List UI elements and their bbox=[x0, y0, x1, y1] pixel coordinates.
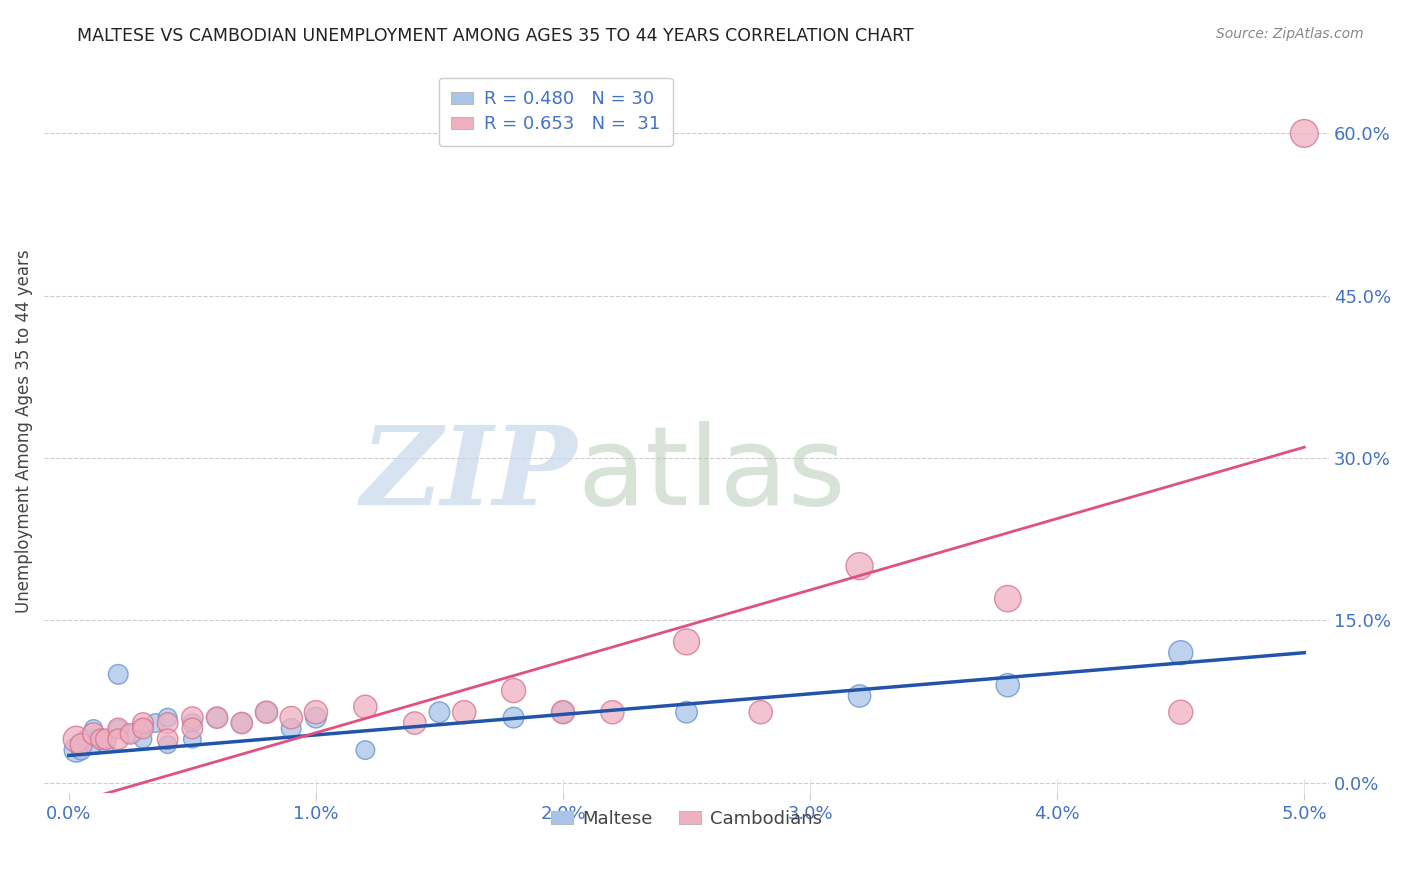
Point bbox=[83, 722, 105, 736]
Point bbox=[94, 738, 117, 752]
Point bbox=[107, 722, 129, 736]
Point bbox=[1170, 646, 1192, 660]
Point bbox=[453, 705, 475, 719]
Point bbox=[132, 716, 155, 731]
Point bbox=[848, 689, 870, 703]
Point bbox=[1170, 705, 1192, 719]
Point bbox=[305, 711, 328, 725]
Point bbox=[70, 743, 93, 757]
Point bbox=[848, 559, 870, 574]
Point bbox=[205, 711, 228, 725]
Point bbox=[997, 591, 1019, 606]
Point bbox=[107, 667, 129, 681]
Point bbox=[132, 722, 155, 736]
Point bbox=[280, 722, 302, 736]
Point bbox=[181, 732, 204, 747]
Text: ZIP: ZIP bbox=[361, 421, 578, 528]
Point bbox=[90, 732, 112, 747]
Point bbox=[404, 716, 426, 731]
Point bbox=[94, 732, 117, 747]
Point bbox=[156, 732, 179, 747]
Point bbox=[354, 743, 377, 757]
Point bbox=[156, 738, 179, 752]
Point bbox=[675, 705, 697, 719]
Point bbox=[231, 716, 253, 731]
Point bbox=[602, 705, 624, 719]
Point bbox=[256, 705, 278, 719]
Point bbox=[65, 743, 87, 757]
Text: MALTESE VS CAMBODIAN UNEMPLOYMENT AMONG AGES 35 TO 44 YEARS CORRELATION CHART: MALTESE VS CAMBODIAN UNEMPLOYMENT AMONG … bbox=[77, 27, 914, 45]
Point bbox=[502, 711, 524, 725]
Point bbox=[502, 683, 524, 698]
Point bbox=[354, 699, 377, 714]
Point bbox=[83, 738, 105, 752]
Point bbox=[997, 678, 1019, 692]
Point bbox=[305, 705, 328, 719]
Point bbox=[90, 732, 112, 747]
Point bbox=[429, 705, 451, 719]
Point bbox=[256, 705, 278, 719]
Point bbox=[132, 722, 155, 736]
Y-axis label: Unemployment Among Ages 35 to 44 years: Unemployment Among Ages 35 to 44 years bbox=[15, 249, 32, 613]
Point bbox=[280, 711, 302, 725]
Text: Source: ZipAtlas.com: Source: ZipAtlas.com bbox=[1216, 27, 1364, 41]
Point bbox=[75, 732, 97, 747]
Point bbox=[70, 738, 93, 752]
Point bbox=[749, 705, 772, 719]
Point bbox=[156, 711, 179, 725]
Point bbox=[181, 722, 204, 736]
Point bbox=[132, 732, 155, 747]
Point bbox=[107, 722, 129, 736]
Point bbox=[83, 727, 105, 741]
Point bbox=[107, 732, 129, 747]
Point bbox=[231, 716, 253, 731]
Point bbox=[120, 727, 142, 741]
Point bbox=[156, 716, 179, 731]
Legend: Maltese, Cambodians: Maltese, Cambodians bbox=[544, 803, 830, 835]
Point bbox=[181, 711, 204, 725]
Point bbox=[205, 711, 228, 725]
Point bbox=[551, 705, 574, 719]
Point bbox=[1294, 127, 1316, 141]
Point bbox=[143, 716, 166, 731]
Point bbox=[65, 732, 87, 747]
Text: atlas: atlas bbox=[578, 421, 846, 528]
Point bbox=[120, 727, 142, 741]
Point bbox=[675, 635, 697, 649]
Point bbox=[551, 705, 574, 719]
Point bbox=[181, 716, 204, 731]
